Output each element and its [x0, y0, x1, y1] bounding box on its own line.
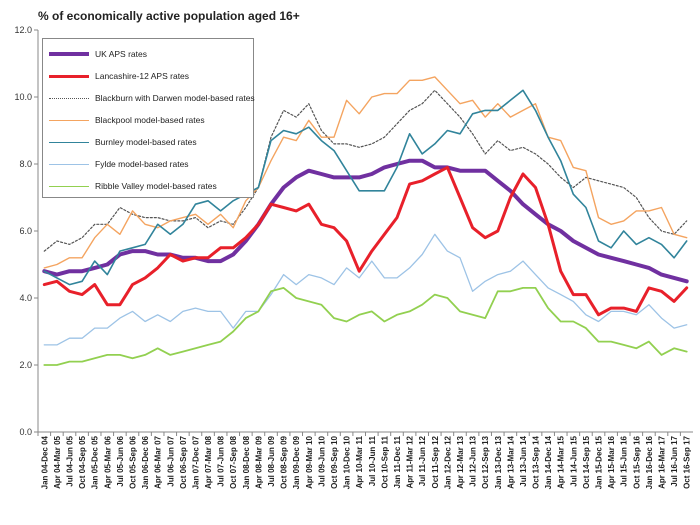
legend-item: Fylde model-based rates: [49, 153, 249, 175]
legend-label: Fylde model-based rates: [95, 159, 189, 169]
x-tick-label: Jul 07-Jun 08: [217, 435, 226, 486]
x-tick-label: Jan 10-Dec 10: [343, 435, 352, 489]
x-tick-label: Jul 16-Jun 17: [670, 435, 679, 486]
x-tick-label: Oct 07-Sep 08: [229, 435, 238, 488]
legend-item: Ribble Valley model-based rates: [49, 175, 249, 197]
y-tick-label: 8.0: [19, 159, 32, 169]
x-tick-label: Oct 10-Sep 11: [380, 435, 389, 488]
x-tick-label: Oct 13-Sep 14: [532, 435, 541, 488]
x-tick-label: Jul 13-Jun 14: [519, 435, 528, 486]
x-tick-label: Jul 15-Jun 16: [620, 435, 629, 486]
legend-item: UK APS rates: [49, 43, 249, 65]
x-tick-label: Oct 11-Sep 12: [431, 435, 440, 488]
x-tick-label: Jan 15-Dec 15: [595, 435, 604, 489]
x-tick-label: Oct 09-Sep 10: [330, 435, 339, 488]
x-tick-label: Apr 07-Mar 08: [204, 435, 213, 488]
x-tick-label: Oct 05-Sep 06: [128, 435, 137, 488]
x-tick-label: Oct 06-Sep 07: [179, 435, 188, 488]
x-tick-label: Jan 06-Dec 06: [141, 435, 150, 489]
y-tick-label: 6.0: [19, 226, 32, 236]
x-tick-label: Jul 04-Jun 05: [65, 435, 74, 486]
x-tick-label: Jul 11-Jun 12: [418, 435, 427, 486]
series-line-5: [43, 89, 688, 286]
x-tick-label: Jan 13-Dec 13: [494, 435, 503, 489]
x-tick-label: Apr 12-Mar 13: [456, 435, 465, 488]
x-tick-label: Apr 15-Mar 16: [607, 435, 616, 488]
x-tick-label: Jan 16-Dec 16: [645, 435, 654, 489]
legend-label: Blackburn with Darwen model-based rates: [95, 93, 255, 103]
x-tick-label: Jan 08-Dec 08: [242, 435, 251, 489]
x-tick-label: Oct 04-Sep 05: [78, 435, 87, 488]
x-tick-label: Jul 12-Jun 13: [469, 435, 478, 486]
x-tick-label: Oct 08-Sep 09: [280, 435, 289, 488]
legend-swatch: [49, 141, 89, 143]
legend-item: Lancashire-12 APS rates: [49, 65, 249, 87]
x-tick-label: Apr 06-Mar 07: [154, 435, 163, 488]
legend: UK APS rates Lancashire-12 APS rates Black…: [42, 38, 255, 198]
x-tick-label: Oct 15-Sep 16: [632, 435, 641, 488]
x-tick-label: Apr 11-Mar 12: [406, 435, 415, 488]
x-tick-label: Apr 14-Mar 15: [557, 435, 566, 488]
legend-item: Blackburn with Darwen model-based rates: [49, 87, 255, 109]
series-line-3: [43, 89, 688, 252]
legend-label: UK APS rates: [95, 49, 147, 59]
legend-label: Blackpool model-based rates: [95, 115, 205, 125]
x-tick-label: Apr 09-Mar 10: [305, 435, 314, 488]
x-tick-label: Apr 04-Mar 05: [53, 435, 62, 488]
series-line-1: [42, 158, 689, 284]
x-tick-label: Jul 09-Jun 10: [317, 435, 326, 486]
x-tick-label: Oct 16-Sep 17: [683, 435, 692, 488]
x-tick-label: Oct 12-Sep 13: [481, 435, 490, 488]
x-tick-label: Jan 05-Dec 05: [91, 435, 100, 489]
x-tick-label: Jan 09-Dec 09: [292, 435, 301, 489]
x-tick-label: Apr 16-Mar 17: [658, 435, 667, 488]
legend-label: Ribble Valley model-based rates: [95, 181, 217, 191]
x-tick-label: Jan 11-Dec 11: [393, 435, 402, 488]
y-tick-label: 12.0: [14, 25, 32, 35]
x-tick-label: Apr 08-Mar 09: [254, 435, 263, 488]
chart-title: % of economically active population aged…: [38, 9, 300, 23]
x-tick-label: Apr 13-Mar 14: [506, 435, 515, 488]
y-tick-label: 2.0: [19, 360, 32, 370]
x-tick-label: Jul 05-Jun 06: [116, 435, 125, 486]
series-line-7: [43, 286, 688, 366]
x-tick-label: Apr 10-Mar 11: [355, 435, 364, 488]
legend-label: Lancashire-12 APS rates: [95, 71, 190, 81]
x-tick-label: Jul 14-Jun 15: [569, 435, 578, 486]
series-line-6: [43, 233, 688, 346]
x-tick-label: Jan 07-Dec 07: [191, 435, 200, 489]
legend-label: Burnley model-based rates: [95, 137, 197, 147]
y-tick-label: 0.0: [19, 427, 32, 437]
x-tick-label: Jul 08-Jun 09: [267, 435, 276, 486]
x-tick-label: Jan 12-Dec 12: [443, 435, 452, 489]
x-tick-label: Jan 14-Dec 14: [544, 435, 553, 489]
legend-swatch: [49, 119, 89, 121]
legend-item: Blackpool model-based rates: [49, 109, 249, 131]
x-tick-label: Jan 04-Dec 04: [40, 435, 49, 489]
x-tick-label: Jul 06-Jun 07: [166, 435, 175, 486]
legend-swatch: [49, 74, 89, 78]
y-tick-label: 10.0: [14, 92, 32, 102]
y-tick-label: 4.0: [19, 293, 32, 303]
series-line-2: [42, 165, 689, 317]
series-line-4: [43, 76, 688, 269]
x-tick-label: Jul 10-Jun 11: [368, 435, 377, 486]
legend-swatch: [49, 52, 89, 56]
x-tick-label: Apr 05-Mar 06: [103, 435, 112, 488]
x-tick-label: Oct 14-Sep 15: [582, 435, 591, 488]
legend-swatch: [49, 185, 89, 187]
legend-swatch: [49, 97, 89, 99]
legend-item: Burnley model-based rates: [49, 131, 249, 153]
legend-swatch: [49, 163, 89, 165]
